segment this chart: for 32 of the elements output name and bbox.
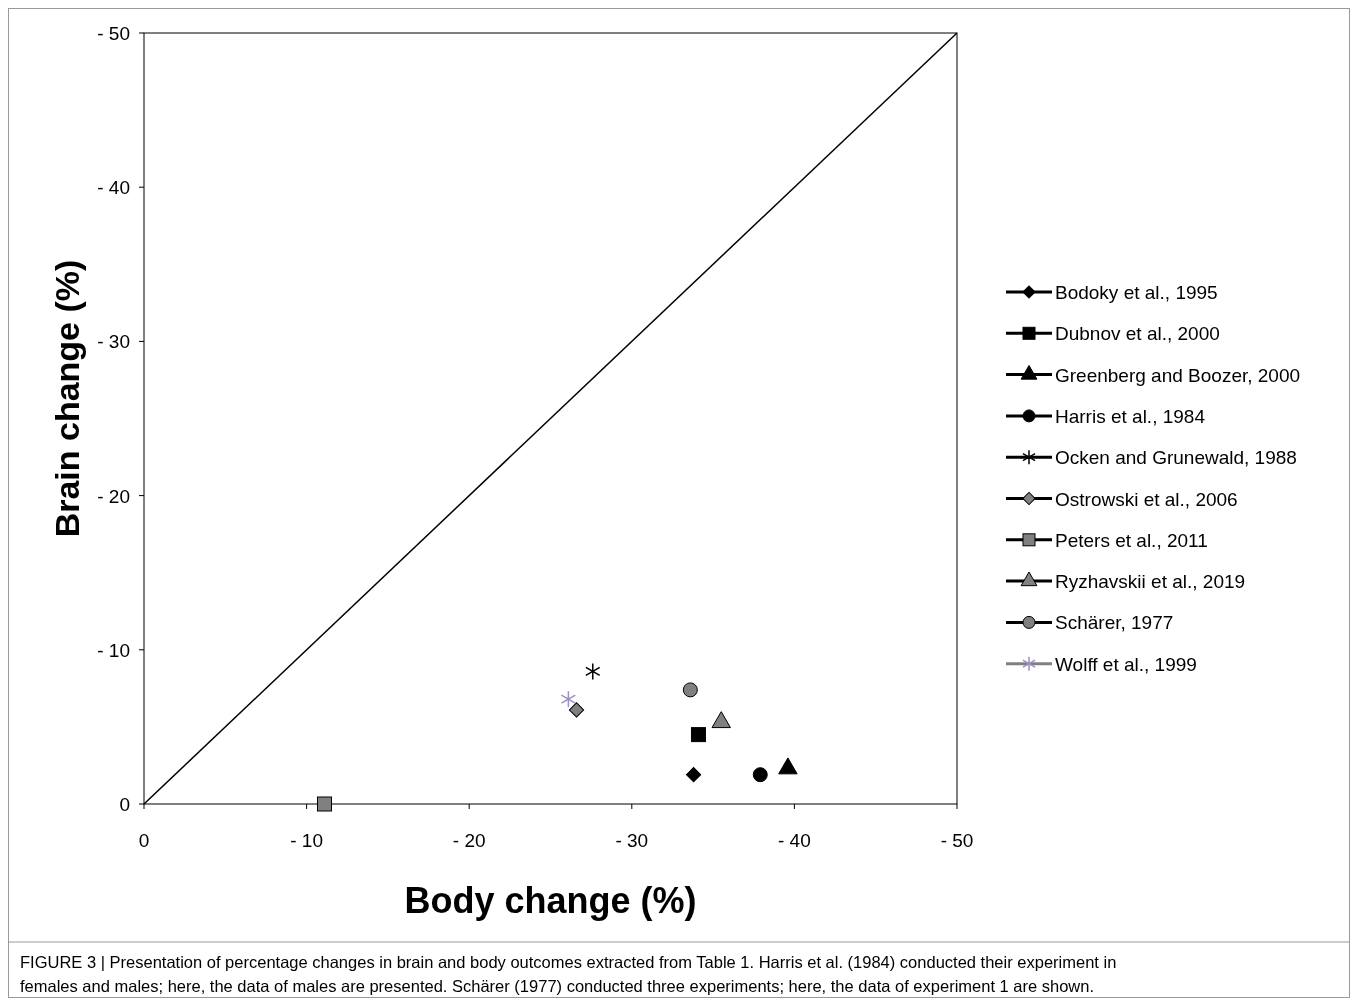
y-tick-label: - 10 bbox=[97, 639, 130, 661]
point bbox=[690, 727, 706, 743]
legend-label: Ryzhavskii et al., 2019 bbox=[1055, 571, 1246, 593]
point bbox=[560, 690, 577, 708]
y-tick-label: - 50 bbox=[97, 23, 130, 44]
x-axis-title: Body change (%) bbox=[404, 880, 697, 921]
x-tick-label: 0 bbox=[138, 830, 150, 851]
point bbox=[316, 796, 332, 812]
legend-label: Bodoky et al., 1995 bbox=[1055, 282, 1218, 303]
point bbox=[585, 662, 601, 681]
legend-label: Ocken and Grunewald, 1988 bbox=[1055, 447, 1297, 469]
legend-label: Dubnov et al., 2000 bbox=[1055, 323, 1220, 345]
point bbox=[568, 702, 585, 718]
legend-label: Schärer, 1977 bbox=[1055, 612, 1174, 634]
caption: FIGURE 3 | Presentation of percentage changes in brain and body outcomes extracted from Table 1. Harris et al. (1984) conducted their experiment in females and males; here, the data of males are presented. Schärer (1977) conducted three experiments; here, the data of experiment 1 are shown. bbox=[20, 953, 1117, 995]
legend-label: Wolff et al., 1999 bbox=[1055, 653, 1197, 675]
x-tick-label: - 50 bbox=[940, 830, 974, 851]
y-tick-label: 0 bbox=[119, 794, 130, 815]
x-tick-label: - 40 bbox=[778, 830, 811, 851]
x-tick-label: - 10 bbox=[290, 830, 323, 851]
x-tick-label: - 20 bbox=[452, 830, 486, 851]
legend-label: Harris et al., 1984 bbox=[1055, 405, 1206, 427]
y-tick-label: - 30 bbox=[97, 331, 130, 353]
y-axis-title: Brain change (%) bbox=[48, 259, 86, 538]
legend-label: Peters et al., 2011 bbox=[1055, 529, 1208, 551]
point bbox=[752, 767, 768, 783]
legend-label: Greenberg and Boozer, 2000 bbox=[1055, 364, 1301, 386]
y-tick-label: - 40 bbox=[97, 177, 130, 199]
legend-label: Ostrowski et al., 2006 bbox=[1055, 488, 1238, 510]
x-tick-label: - 30 bbox=[615, 830, 649, 851]
y-tick-label: - 20 bbox=[97, 485, 130, 507]
point bbox=[682, 682, 698, 698]
